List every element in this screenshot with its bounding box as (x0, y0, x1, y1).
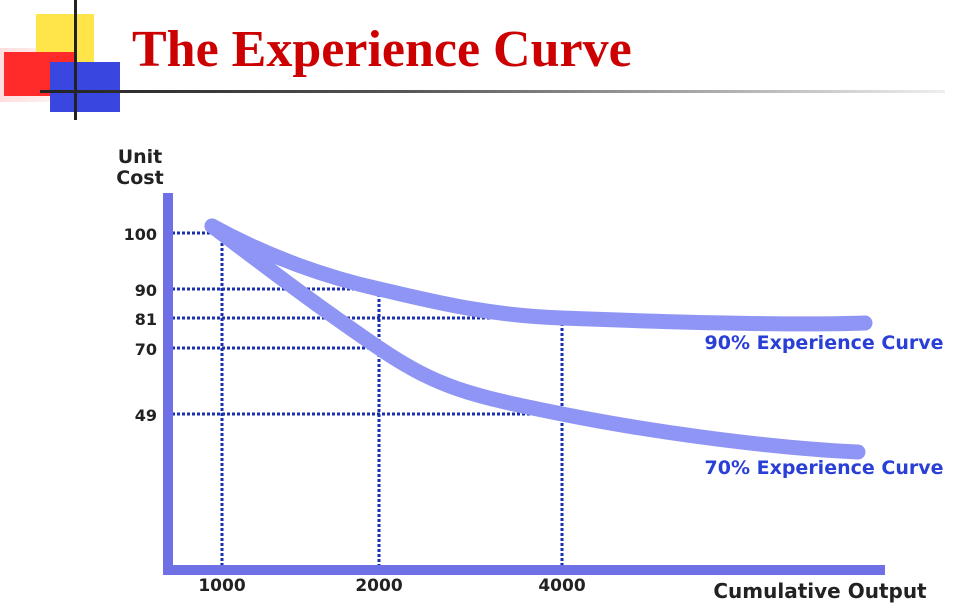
y-tick-labels: 100 90 81 70 49 (124, 225, 157, 425)
x-tick-label-4000: 4000 (538, 576, 585, 596)
curve-layer (204, 218, 873, 460)
y-tick-label-81: 81 (135, 310, 157, 329)
legend-label-70-percent: 70% Experience Curve (705, 457, 944, 479)
x-tick-label-1000: 1000 (198, 576, 245, 596)
y-tick-label-100: 100 (124, 225, 157, 244)
x-axis-label: Cumulative Output (713, 579, 927, 603)
y-axis-line (163, 193, 173, 575)
series-line-70-percent (204, 218, 866, 460)
y-tick-label-70: 70 (135, 340, 157, 359)
legend-label-90-percent: 90% Experience Curve (705, 332, 944, 354)
x-tick-labels: 1000 2000 4000 (198, 576, 585, 596)
title-underline (40, 90, 945, 93)
title-decoration-vertical-line (74, 0, 77, 120)
x-axis-line (163, 565, 885, 575)
y-axis-label-line1: Unit (118, 146, 163, 168)
guide-lines (172, 231, 564, 565)
title-decoration-blue-square (50, 62, 120, 112)
y-tick-label-49: 49 (135, 406, 157, 425)
axes (163, 193, 885, 575)
y-axis-label-line2: Cost (116, 167, 163, 189)
x-tick-label-2000: 2000 (355, 576, 402, 596)
series-line-90-percent (204, 218, 873, 332)
y-tick-label-90: 90 (135, 281, 157, 300)
slide-title: The Experience Curve (132, 21, 632, 78)
